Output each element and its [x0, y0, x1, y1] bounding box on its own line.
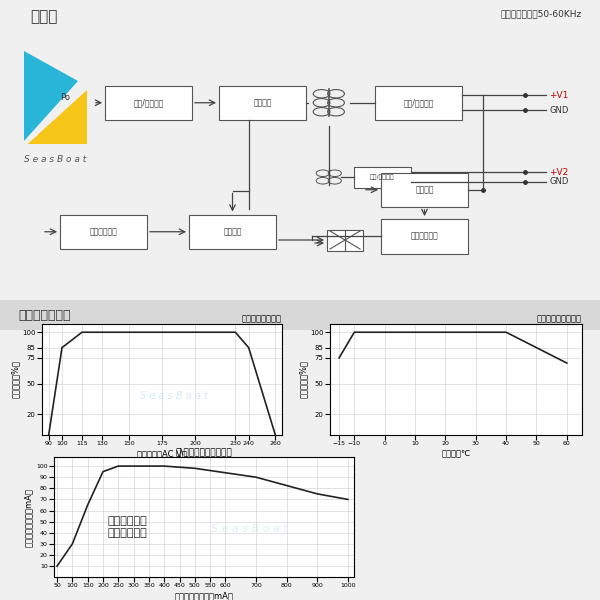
X-axis label: 主电路负载电流（mA）: 主电路负载电流（mA） [175, 591, 233, 600]
Text: 整流/滤波电路: 整流/滤波电路 [370, 174, 395, 180]
FancyBboxPatch shape [327, 229, 363, 251]
FancyBboxPatch shape [375, 85, 462, 120]
FancyBboxPatch shape [381, 219, 468, 253]
X-axis label: 环境温度℃: 环境温度℃ [442, 449, 470, 458]
X-axis label: 输入电压（AC V）: 输入电压（AC V） [137, 449, 187, 458]
Y-axis label: 负载电流（%）: 负载电流（%） [298, 361, 307, 398]
Text: +V2: +V2 [549, 168, 568, 177]
Text: S e a s B o a t: S e a s B o a t [24, 155, 86, 164]
Text: 环境温度化减额曲线: 环境温度化减额曲线 [537, 314, 582, 323]
Text: 控制电路: 控制电路 [223, 227, 242, 236]
Y-axis label: 负载电流（%）: 负载电流（%） [10, 361, 19, 398]
Polygon shape [28, 90, 87, 144]
Text: 检测电路: 检测电路 [415, 185, 434, 194]
Y-axis label: 辅电路负载电流（mA）: 辅电路负载电流（mA） [25, 488, 34, 547]
Text: 开关工作频率：50-60KHz: 开关工作频率：50-60KHz [501, 9, 582, 18]
Text: GND: GND [549, 106, 568, 115]
Text: S e a s B o a t: S e a s B o a t [211, 524, 287, 534]
FancyBboxPatch shape [219, 85, 306, 120]
Text: 输入电压降额曲线: 输入电压降额曲线 [242, 314, 282, 323]
Text: 主输出必须有
一定负载功率: 主输出必须有 一定负载功率 [108, 516, 148, 538]
Text: GND: GND [549, 177, 568, 186]
Text: 整流/滤波电路: 整流/滤波电路 [403, 98, 434, 107]
Text: +V1: +V1 [549, 91, 568, 100]
Text: 全电压效率曲线: 全电压效率曲线 [18, 309, 71, 322]
Text: 整流/滤波电路: 整流/滤波电路 [133, 98, 164, 107]
Text: 电压返馈电路: 电压返馈电路 [410, 232, 439, 241]
FancyBboxPatch shape [354, 166, 411, 187]
FancyBboxPatch shape [381, 173, 468, 207]
Text: Po: Po [60, 93, 70, 102]
Text: 方框图: 方框图 [30, 9, 58, 24]
FancyBboxPatch shape [189, 214, 276, 249]
Bar [0, 300, 600, 330]
Title: 主\辅电路负载关系曲线: 主\辅电路负载关系曲线 [176, 448, 232, 457]
Text: S e a s B o a t: S e a s B o a t [140, 391, 208, 401]
FancyBboxPatch shape [105, 85, 192, 120]
FancyBboxPatch shape [60, 214, 147, 249]
Text: 切换电路: 切换电路 [253, 98, 272, 107]
Text: 过载保护电路: 过载保护电路 [89, 227, 118, 236]
Polygon shape [24, 51, 78, 141]
